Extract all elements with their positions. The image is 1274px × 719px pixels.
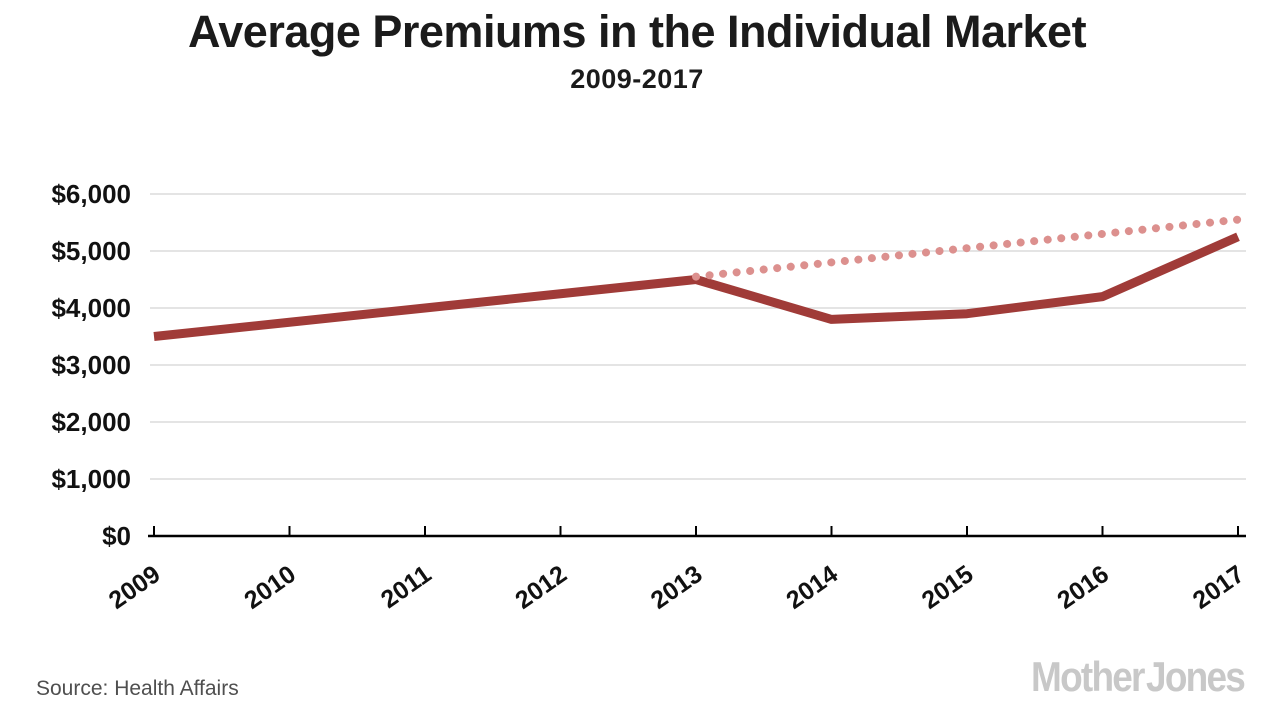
y-axis-label: $5,000 bbox=[51, 236, 131, 266]
source-credit: Source: Health Affairs bbox=[36, 677, 239, 700]
x-axis-label: 2010 bbox=[239, 560, 301, 615]
x-axis-label: 2009 bbox=[104, 560, 166, 615]
y-axis-label: $1,000 bbox=[51, 464, 131, 494]
y-axis-label: $4,000 bbox=[51, 293, 131, 323]
x-axis-label: 2016 bbox=[1052, 560, 1114, 615]
x-axis-label: 2014 bbox=[781, 560, 843, 615]
chart-title: Average Premiums in the Individual Marke… bbox=[187, 6, 1087, 57]
chart-subtitle: 2009-2017 bbox=[570, 64, 704, 94]
x-axis-label: 2013 bbox=[646, 560, 708, 615]
x-axis-label: 2011 bbox=[376, 560, 437, 614]
y-axis-label: $3,000 bbox=[51, 350, 131, 380]
y-axis-label: $2,000 bbox=[51, 407, 131, 437]
x-axis-label: 2017 bbox=[1188, 560, 1250, 615]
x-axis-label: 2012 bbox=[510, 560, 572, 615]
mother-jones-logo: Mother Jones bbox=[1030, 653, 1246, 700]
y-axis-label: $0 bbox=[102, 521, 131, 551]
y-axis-label: $6,000 bbox=[51, 179, 131, 209]
x-axis-label: 2015 bbox=[917, 560, 979, 615]
series-dotted-line-pre-2014-trend-projection bbox=[692, 215, 1242, 281]
